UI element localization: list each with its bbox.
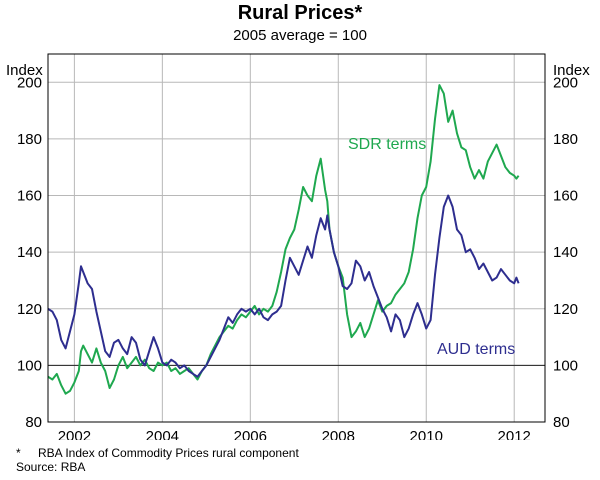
sdr-terms-label: SDR terms (348, 136, 426, 153)
footnote-text: RBA Index of Commodity Prices rural comp… (38, 446, 299, 460)
y-tick-label-left: 160 (17, 188, 42, 205)
chart-subtitle: 2005 average = 100 (233, 27, 367, 44)
y-tick-label-left: 140 (17, 244, 42, 261)
y-tick-label-right: 80 (553, 414, 570, 431)
plot-frame (47, 53, 546, 423)
y-tick-label-right: 200 (553, 74, 578, 91)
chart-title: Rural Prices* (237, 2, 363, 24)
y-axis-label-right: Index (553, 62, 590, 79)
aud-terms-label: AUD terms (437, 341, 515, 358)
y-tick-label-left: 120 (17, 301, 42, 318)
footnote-source: Source: RBA (16, 460, 85, 474)
y-tick-label-right: 160 (553, 188, 578, 205)
y-tick-label-left: 200 (17, 74, 42, 91)
y-tick-label-left: 180 (17, 131, 42, 148)
x-tick-label: 2012 (498, 428, 531, 440)
axis-ticks: 80 80 100 100 120 120 140 140 160 160 180 180 200 200… (17, 74, 578, 440)
x-tick-label: 2008 (322, 428, 355, 440)
x-tick-label: 2010 (410, 428, 443, 440)
x-tick-label: 2006 (234, 428, 267, 440)
footnote-marker: * (16, 446, 21, 460)
gridlines (48, 54, 545, 422)
rural-prices-chart: 80 80 100 100 120 120 140 140 160 160 180 180 200 200… (6, 53, 590, 440)
sdr-terms-line (47, 84, 520, 395)
x-tick-label: 2004 (146, 428, 179, 440)
aud-terms-line (47, 194, 520, 378)
y-tick-label-right: 180 (553, 131, 578, 148)
footnote-note: * RBA Index of Commodity Prices rural com… (16, 446, 299, 460)
y-tick-label-left: 80 (25, 414, 42, 431)
x-tick-label: 2002 (58, 428, 91, 440)
source-text: Source: RBA (16, 460, 86, 474)
y-tick-label-right: 140 (553, 244, 578, 261)
series-lines (47, 84, 520, 395)
y-tick-label-left: 100 (17, 357, 42, 374)
y-tick-label-right: 100 (553, 357, 578, 374)
y-tick-label-right: 120 (553, 301, 578, 318)
y-axis-label-left: Index (6, 62, 43, 79)
